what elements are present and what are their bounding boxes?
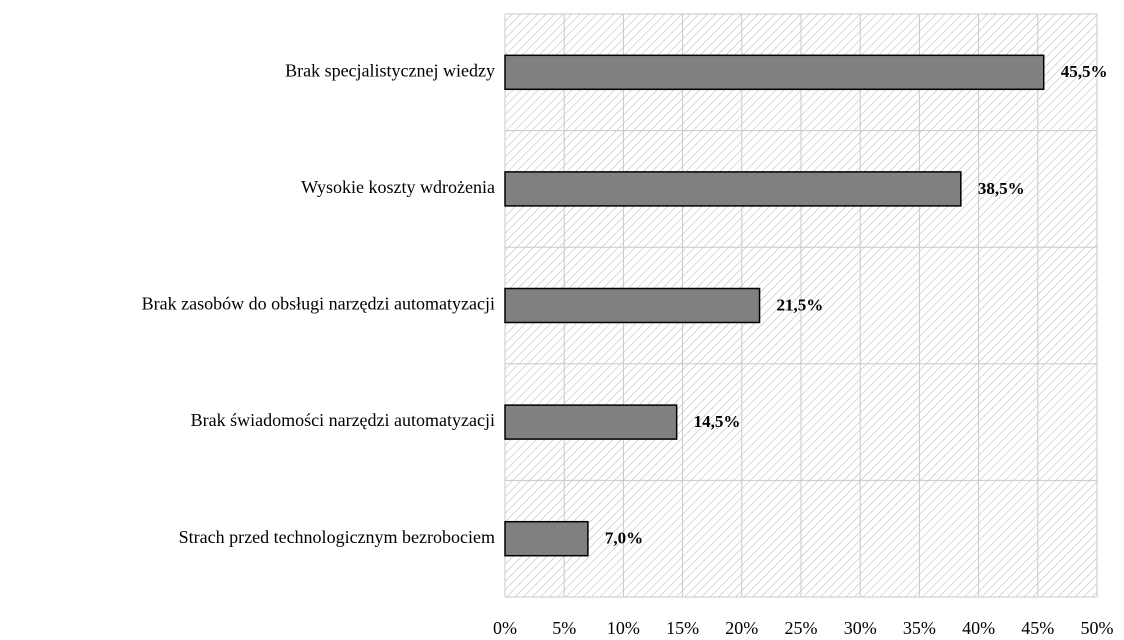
data-label: 38,5% bbox=[978, 179, 1025, 198]
y-tick-label: Brak specjalistycznej wiedzy bbox=[285, 60, 495, 80]
x-tick-label: 35% bbox=[903, 618, 936, 638]
y-tick-label: Brak zasobów do obsługi narzędzi automat… bbox=[142, 294, 495, 314]
y-tick-label: Brak świadomości narzędzi automatyzacji bbox=[191, 410, 495, 430]
x-tick-label: 45% bbox=[1021, 618, 1054, 638]
bar bbox=[504, 520, 589, 557]
y-tick-label: Strach przed technologicznym bezrobociem bbox=[179, 527, 495, 547]
x-tick-label: 0% bbox=[493, 618, 517, 638]
bar bbox=[504, 54, 1045, 91]
x-tick-label: 10% bbox=[607, 618, 640, 638]
x-tick-label: 5% bbox=[552, 618, 576, 638]
data-label: 21,5% bbox=[777, 295, 824, 314]
x-tick-label: 50% bbox=[1081, 618, 1114, 638]
x-tick-label: 30% bbox=[844, 618, 877, 638]
bar bbox=[504, 171, 962, 207]
data-label: 14,5% bbox=[694, 412, 741, 431]
y-tick-label: Wysokie koszty wdrożenia bbox=[301, 177, 495, 197]
x-tick-label: 40% bbox=[962, 618, 995, 638]
data-label: 45,5% bbox=[1061, 62, 1108, 81]
bar bbox=[504, 404, 678, 440]
bar bbox=[504, 287, 761, 324]
x-tick-label: 15% bbox=[666, 618, 699, 638]
x-tick-label: 25% bbox=[785, 618, 818, 638]
data-label: 7,0% bbox=[605, 529, 643, 548]
x-tick-label: 20% bbox=[725, 618, 758, 638]
